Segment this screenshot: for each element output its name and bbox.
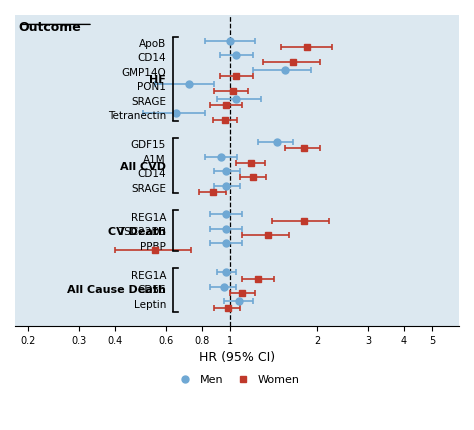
Text: PON1: PON1 bbox=[137, 83, 166, 92]
Text: SRAGE: SRAGE bbox=[131, 97, 166, 107]
Text: REG1A: REG1A bbox=[130, 270, 166, 280]
Text: HF: HF bbox=[149, 75, 166, 85]
Text: All Cause Death: All Cause Death bbox=[67, 285, 166, 295]
Text: TSC22D3: TSC22D3 bbox=[118, 227, 166, 237]
Legend: Men, Women: Men, Women bbox=[170, 370, 304, 389]
Text: SRAGE: SRAGE bbox=[131, 184, 166, 194]
Text: Outcome: Outcome bbox=[18, 21, 81, 34]
Text: CD14: CD14 bbox=[137, 169, 166, 179]
X-axis label: HR (95% CI): HR (95% CI) bbox=[199, 351, 275, 365]
Text: REG1A: REG1A bbox=[130, 213, 166, 223]
Text: GMP14O: GMP14O bbox=[121, 68, 166, 78]
Text: ApoB: ApoB bbox=[139, 39, 166, 49]
Text: CV Death: CV Death bbox=[108, 227, 166, 237]
Text: Leptin: Leptin bbox=[134, 300, 166, 310]
Text: PPBP: PPBP bbox=[140, 242, 166, 252]
Text: Tetranectin: Tetranectin bbox=[108, 111, 166, 121]
Text: GDF15: GDF15 bbox=[131, 140, 166, 150]
Text: A1M: A1M bbox=[144, 155, 166, 165]
Text: CD14: CD14 bbox=[137, 53, 166, 64]
Text: CD56: CD56 bbox=[137, 285, 166, 295]
Text: All CVD: All CVD bbox=[120, 162, 166, 172]
